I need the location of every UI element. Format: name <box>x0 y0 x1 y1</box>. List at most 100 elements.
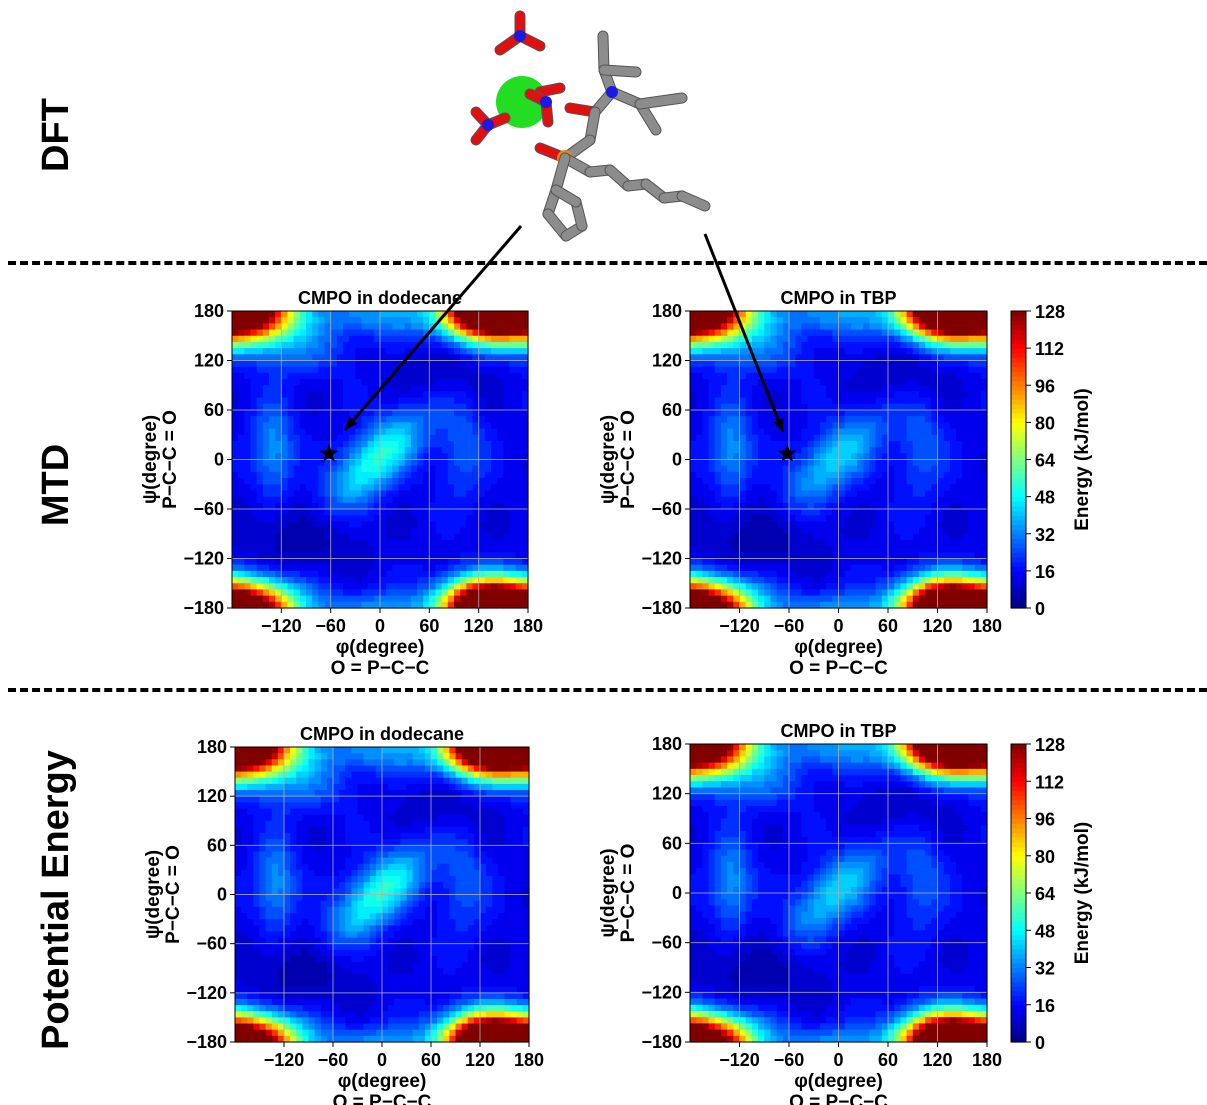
heatmap-cell <box>515 509 523 516</box>
heatmap-cell <box>943 546 951 553</box>
heatmap-cell <box>807 385 815 393</box>
heatmap-cell <box>745 428 753 436</box>
heatmap-cell <box>937 341 945 349</box>
heatmap-cell <box>330 496 338 504</box>
heatmap-cell <box>795 564 802 572</box>
heatmap-cell <box>974 539 982 547</box>
heatmap-cell <box>232 453 239 461</box>
heatmap-cell <box>478 515 486 522</box>
heatmap-cell <box>844 323 852 331</box>
heatmap-cell <box>361 564 369 572</box>
heatmap-cell <box>435 601 443 609</box>
heatmap-cell <box>454 354 461 362</box>
heatmap-cell <box>373 397 381 405</box>
heatmap-cell <box>484 410 492 417</box>
heatmap-cell <box>386 428 393 436</box>
heatmap-cell <box>949 527 957 535</box>
heatmap-cell <box>875 341 883 349</box>
heatmap-cell <box>782 558 790 566</box>
heatmap-cell <box>813 589 821 597</box>
heatmap-cell <box>813 502 821 510</box>
heatmap-cell <box>491 366 498 374</box>
heatmap-cell <box>386 354 393 362</box>
heatmap-cell <box>287 484 295 492</box>
heatmap-cell <box>256 570 264 578</box>
heatmap-cell <box>801 601 809 609</box>
heatmap-cell <box>472 595 480 603</box>
heatmap-cell <box>819 490 827 498</box>
heatmap-cell <box>690 410 697 417</box>
heatmap-cell <box>745 601 753 609</box>
heatmap-cell <box>690 372 697 380</box>
heatmap-cell <box>250 391 258 399</box>
heatmap-cell <box>392 484 400 492</box>
heatmap-cell <box>515 570 523 578</box>
heatmap-cell <box>875 366 883 374</box>
heatmap-cell <box>863 366 871 374</box>
heatmap-cell <box>472 570 480 578</box>
heatmap-cell <box>745 490 753 498</box>
heatmap-cell <box>863 335 871 343</box>
heatmap-cell <box>241 783 248 791</box>
heatmap-cell <box>441 471 449 479</box>
heatmap-cell <box>702 564 710 572</box>
heatmap-cell <box>943 440 951 448</box>
heatmap-cell <box>751 484 759 492</box>
heatmap-cell <box>363 759 371 767</box>
heatmap-cell <box>437 747 444 754</box>
heatmap-cell <box>509 589 517 597</box>
heatmap-cell <box>275 570 282 578</box>
heatmap-cell <box>320 747 328 754</box>
heatmap-cell <box>813 471 821 479</box>
heatmap-cell <box>813 583 821 591</box>
heatmap-cell <box>386 552 393 560</box>
heatmap-cell <box>367 484 375 492</box>
heatmap-cell <box>813 577 821 584</box>
heatmap-cell <box>813 385 821 393</box>
heatmap-cell <box>739 366 747 374</box>
heatmap-cell <box>256 416 264 423</box>
heatmap-cell <box>764 335 772 343</box>
heatmap-cell <box>423 552 430 560</box>
heatmap-cell <box>269 595 276 603</box>
heatmap-cell <box>727 422 734 430</box>
heatmap-cell <box>367 323 375 331</box>
heatmap-cell <box>306 465 313 473</box>
heatmap-cell <box>813 478 821 485</box>
heatmap-cell <box>745 583 753 591</box>
heatmap-cell <box>888 447 895 454</box>
heatmap-cell <box>423 601 430 609</box>
heatmap-cell <box>974 447 982 454</box>
heatmap-cell <box>813 539 821 547</box>
heatmap-cell <box>770 558 778 566</box>
heatmap-cell <box>404 465 412 473</box>
heatmap-cell <box>410 484 418 492</box>
heatmap-cell <box>764 570 772 578</box>
heatmap-cell <box>850 403 858 411</box>
heatmap-cell <box>826 521 833 529</box>
heatmap-cell <box>869 335 877 343</box>
heatmap-cell <box>373 348 381 355</box>
heatmap-cell <box>417 360 424 368</box>
heatmap-cell <box>826 403 833 411</box>
heatmap-cell <box>733 533 741 541</box>
heatmap-cell <box>770 509 778 516</box>
heatmap-cell <box>974 317 982 324</box>
heatmap-cell <box>832 595 840 603</box>
heatmap-cell <box>509 428 517 436</box>
heatmap-cell <box>293 527 301 535</box>
heatmap-cell <box>324 422 332 430</box>
heatmap-cell <box>795 546 802 553</box>
heatmap-cell <box>424 765 432 773</box>
heatmap-cell <box>306 391 313 399</box>
heatmap-cell <box>937 589 945 597</box>
heatmap-cell <box>259 777 267 785</box>
heatmap-cell <box>380 496 387 504</box>
heatmap-cell <box>782 490 790 498</box>
heatmap-cell <box>918 440 926 448</box>
heatmap-cell <box>275 397 282 405</box>
heatmap-cell <box>361 515 369 522</box>
heatmap-cell <box>380 428 387 436</box>
heatmap-cell <box>807 391 815 399</box>
heatmap-cell <box>751 577 759 584</box>
